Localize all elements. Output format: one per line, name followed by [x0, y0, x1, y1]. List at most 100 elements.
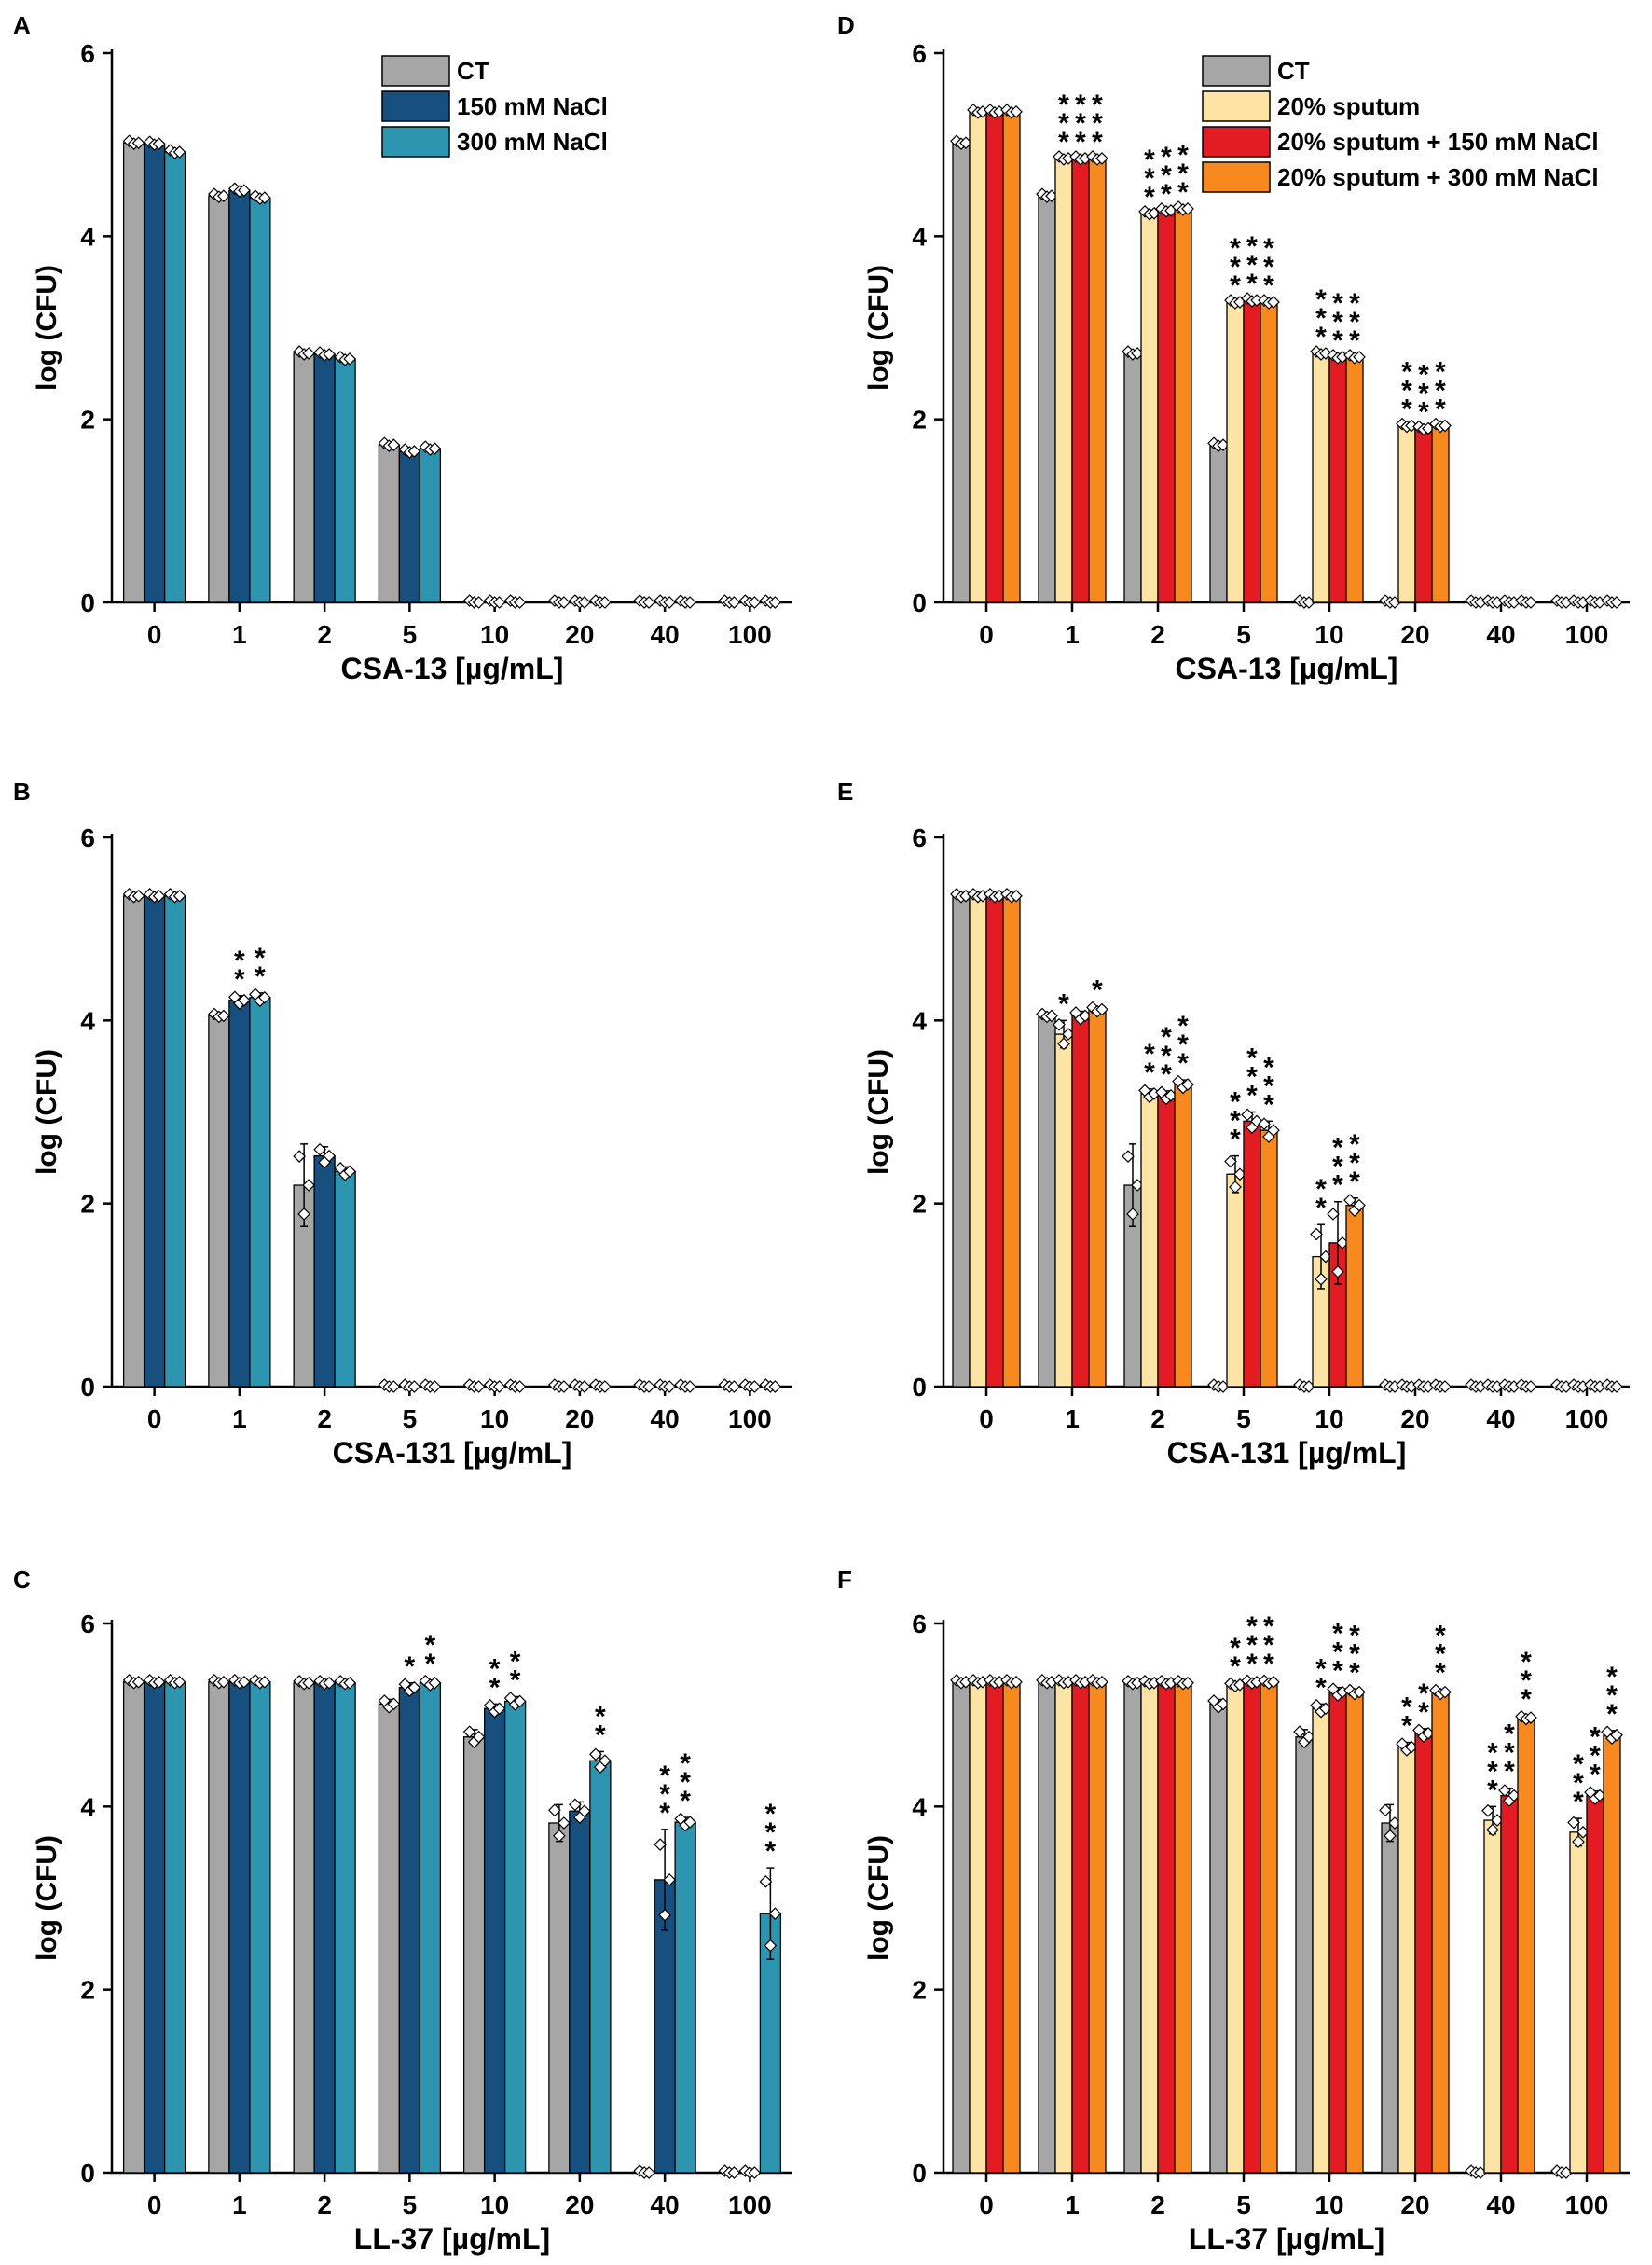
data-point — [492, 596, 506, 609]
bar — [313, 1682, 336, 2174]
bar — [228, 189, 251, 603]
legend-swatch — [1202, 126, 1271, 158]
data-point — [1057, 1037, 1070, 1051]
data-point — [1405, 419, 1418, 433]
data-point — [1384, 1829, 1397, 1843]
significance-star: * — [1263, 1089, 1274, 1120]
legend-label: 300 mM NaCl — [457, 128, 608, 156]
data-point — [1486, 1823, 1499, 1837]
significance-star: * — [1332, 1133, 1343, 1164]
data-point — [313, 1142, 326, 1156]
x-tick-label: 10 — [480, 620, 509, 649]
bar — [952, 1681, 971, 2174]
bar — [1123, 1682, 1142, 2174]
bar — [1381, 1822, 1399, 2174]
data-point — [1095, 1675, 1108, 1689]
bar — [1603, 1734, 1621, 2174]
significance-star: * — [1263, 270, 1274, 301]
significance-star: * — [1177, 177, 1189, 208]
significance-star: * — [1349, 1639, 1360, 1670]
significance-star: * — [1075, 90, 1086, 120]
data-point — [152, 889, 166, 903]
data-point — [387, 1380, 401, 1393]
y-tick-label: 4 — [912, 1006, 927, 1035]
significance-star: * — [1418, 359, 1429, 390]
data-point — [407, 445, 421, 458]
significance-star: * — [1590, 1741, 1601, 1772]
data-point — [302, 1676, 315, 1690]
x-tick-label: 1 — [1065, 2190, 1080, 2219]
data-point — [428, 442, 442, 455]
significance-star: * — [1263, 1630, 1274, 1661]
x-tick-label: 0 — [147, 2190, 162, 2219]
data-point — [1524, 596, 1537, 609]
significance-star: * — [1606, 1680, 1618, 1711]
bar — [1038, 1015, 1056, 1388]
significance-star: * — [1487, 1756, 1498, 1787]
significance-star: * — [1418, 378, 1429, 408]
bar — [1243, 299, 1261, 603]
significance-star: * — [1349, 1658, 1360, 1689]
bar — [548, 1822, 571, 2174]
data-point — [1610, 596, 1623, 609]
data-point — [764, 1939, 778, 1953]
bar — [122, 895, 145, 1388]
bar — [208, 1681, 230, 2174]
data-point — [323, 348, 336, 361]
legend-swatch — [1202, 55, 1271, 87]
data-point — [297, 1208, 310, 1221]
data-point — [1319, 347, 1332, 360]
y-tick-label: 2 — [912, 1190, 927, 1219]
x-tick-label: 5 — [1236, 1404, 1251, 1433]
significance-star: * — [1435, 357, 1446, 388]
data-point — [323, 1676, 336, 1690]
significance-star: * — [1092, 127, 1103, 158]
data-point — [258, 191, 271, 204]
data-point — [238, 184, 251, 198]
bar — [483, 1707, 506, 2174]
x-tick-label: 40 — [1486, 620, 1515, 649]
y-tick-label: 0 — [912, 2159, 927, 2188]
data-point — [387, 1697, 401, 1711]
y-axis-label: log (CFU) — [863, 265, 894, 391]
legend-swatch — [381, 126, 450, 158]
bar — [249, 197, 271, 603]
y-tick-label: 6 — [80, 1609, 95, 1638]
significance-star: * — [1246, 1043, 1258, 1074]
significance-star: * — [1246, 1649, 1258, 1679]
y-tick-label: 0 — [912, 588, 927, 617]
data-point — [1053, 1017, 1066, 1031]
bar — [1054, 158, 1073, 603]
bar — [208, 1015, 230, 1388]
significance-star: * — [1315, 284, 1327, 315]
significance-star: * — [1504, 1738, 1515, 1769]
x-tick-label: 5 — [1236, 620, 1251, 649]
x-tick-label: 1 — [1065, 1404, 1080, 1433]
bar — [1209, 444, 1228, 603]
bar — [674, 1821, 696, 2174]
significance-star: * — [1590, 1760, 1601, 1790]
bar — [163, 1681, 186, 2174]
significance-star: * — [1573, 1768, 1584, 1799]
significance-star: * — [234, 946, 245, 976]
x-tick-label: 0 — [147, 620, 162, 649]
significance-star: * — [1263, 1070, 1274, 1101]
significance-star: * — [1177, 140, 1189, 171]
y-tick-label: 2 — [912, 406, 927, 435]
significance-star: * — [1161, 1059, 1172, 1090]
significance-star: * — [1401, 376, 1412, 407]
data-point — [1310, 1227, 1323, 1241]
x-axis-label: LL-37 [µg/mL] — [1189, 2222, 1384, 2256]
x-axis-label: CSA-131 [µg/mL] — [1167, 1436, 1407, 1470]
data-point — [492, 1702, 506, 1716]
data-point — [1353, 1198, 1366, 1212]
significance-star: * — [489, 1653, 501, 1684]
significance-star: * — [1263, 252, 1274, 283]
significance-star: * — [1332, 288, 1343, 319]
x-tick-label: 20 — [565, 2190, 594, 2219]
significance-star: * — [1246, 269, 1258, 299]
significance-star: * — [1144, 163, 1155, 194]
data-point — [258, 990, 271, 1004]
x-tick-label: 20 — [565, 1404, 594, 1433]
